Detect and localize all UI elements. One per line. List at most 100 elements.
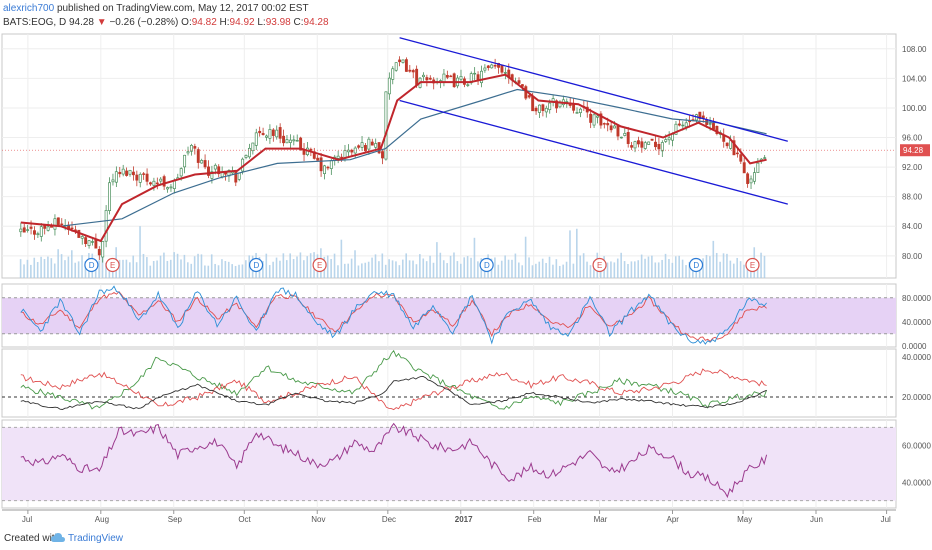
volume-bar [422,258,425,278]
candle-body [599,113,603,126]
volume-bar [391,260,394,278]
volume-bar [40,256,42,278]
volume-bar [613,262,616,278]
volume-bar [149,265,152,278]
volume-bar [743,264,745,278]
candle-body [408,69,412,72]
tradingview-cloud-icon[interactable] [50,531,66,545]
volume-bar [81,255,83,278]
volume-bar [668,259,670,278]
volume-bar [569,230,571,278]
volume-bar [449,255,452,278]
candle-body [636,140,640,145]
candle-body [493,65,497,67]
price-y-tick-0: 80.00 [902,252,923,261]
volume-bar [245,260,247,278]
candle-body [292,139,296,142]
candle-body [299,137,303,151]
volume-bar [159,255,162,278]
candle-body [39,226,43,237]
volume-bar [545,262,547,278]
candle-body [596,115,599,118]
ema-fast-line [20,73,767,243]
candle-body [203,160,207,168]
volume-bar [425,261,428,278]
symbol-label[interactable]: BATS:EOG, D [3,17,67,28]
tradingview-brand-link[interactable]: TradingView [68,533,124,544]
author-link[interactable]: alexrich700 [3,3,55,14]
volume-bar [760,252,762,278]
candle-body [578,108,582,114]
volume-bar [623,261,626,278]
dmi-minus-line [20,368,767,411]
stoch-y-tick-2: 80.0000 [902,294,931,303]
volume-bar [507,259,510,278]
volume-bar [627,263,629,278]
event-marker-6 [688,257,704,273]
candle-body [640,141,644,148]
volume-bar [142,253,145,278]
candle-body [732,140,736,156]
volume-bar [169,259,172,278]
price-y-tick-3: 92.00 [902,163,923,172]
volume-bar [207,265,210,278]
candle-body [121,168,125,175]
candle-body [179,168,183,177]
candle-body [360,142,364,148]
volume-bar [432,262,435,278]
rsi-y-tick-0: 40.0000 [902,478,931,487]
volume-bar [685,265,687,278]
candle-body [217,166,221,175]
candle-body [623,133,627,136]
volume-bar [23,264,25,278]
candle-body [630,145,634,148]
volume-bar [606,262,609,278]
volume-bar [555,259,558,278]
candle-body [114,171,118,183]
low-label: L: [257,17,266,28]
candle-body [592,114,596,126]
candle-body [108,182,111,211]
volume-bar [500,260,503,278]
candle-body [29,226,33,229]
candle-body [445,74,449,78]
volume-bar [702,258,704,278]
candle-body [36,233,40,236]
volume-bar [582,253,585,278]
volume-bar [74,262,77,278]
volume-bar [726,253,728,278]
candle-body [364,145,367,152]
candle-body [135,174,139,181]
candle-body [155,182,159,185]
candle-body [251,142,255,152]
candle-body [466,84,470,86]
volume-bar [732,263,735,278]
candle-body [712,123,715,130]
volume-bar [651,255,653,278]
candle-body [56,217,60,226]
volume-bar [593,260,595,278]
candle-body [708,123,712,125]
volume-bar [197,253,199,278]
volume-bar [340,239,343,278]
candle-body [97,249,101,256]
candle-body [589,113,593,123]
volume-bar [531,265,534,278]
volume-bar [98,260,100,278]
volume-bar [135,262,138,278]
candle-body [616,125,620,137]
candle-body [664,139,668,142]
candle-body [538,104,541,113]
volume-bar [470,257,472,278]
chart-canvas[interactable]: Jul Aug Sep Oct Nov Dec 2017 Feb Mar Apr May Jun Jul… [0,0,932,528]
volume-bar [333,253,336,278]
volume-bar [176,253,179,278]
volume-bar [521,265,524,278]
volume-bar [504,255,506,278]
volume-bar [661,259,663,278]
volume-bar [419,254,421,278]
candle-body [449,75,453,78]
volume-bar [565,261,568,278]
candle-body [111,179,115,183]
volume-bar [50,258,53,278]
